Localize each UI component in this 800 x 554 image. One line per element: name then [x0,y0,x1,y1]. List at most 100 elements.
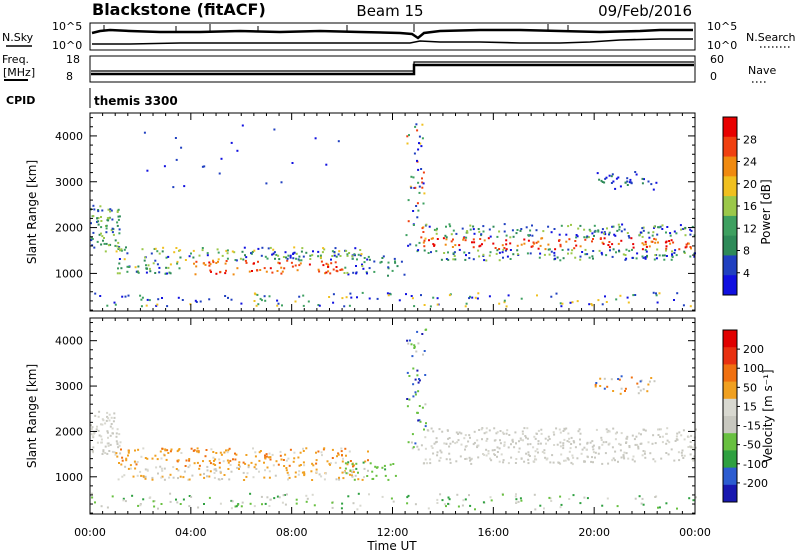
scatter-cell [489,457,492,460]
scatter-cell [136,461,139,463]
scatter-cell [116,272,119,275]
scatter-cell [91,496,94,499]
scatter-cell [614,234,617,237]
scatter-cell [490,459,493,462]
scatter-cell [302,294,305,297]
scatter-cell [684,234,687,237]
scatter-cell [196,461,199,464]
scatter-cell [654,238,657,241]
y-tick-label: 3000 [55,380,83,393]
scatter-cell [111,231,114,234]
scatter-cell [132,475,135,478]
scatter-cell [551,454,554,457]
scatter-cell [457,439,460,442]
scatter-cell [612,248,615,251]
scatter-cell [235,505,238,508]
scatter-cell [412,176,415,179]
scatter-cell [559,431,562,434]
noise-spikes [103,24,569,32]
scatter-cell [496,446,499,449]
scatter-cell [625,452,628,455]
y-tick-label: 1000 [55,267,83,280]
power-colorbar-tick-label: 8 [743,245,750,258]
scatter-cell [577,430,580,433]
scatter-cell [505,243,508,246]
scatter-cell [109,434,112,437]
scatter-cell [689,453,692,456]
scatter-cell [549,497,552,500]
scatter-cell [597,299,600,302]
scatter-cell [550,500,553,502]
scatter-cell [455,232,458,235]
scatter-cell [197,506,200,509]
scatter-cell [265,270,268,273]
scatter-cell [417,342,420,345]
scatter-cell [117,446,120,449]
scatter-cell [482,453,484,455]
scatter-cell [224,272,227,275]
scatter-cell [100,423,102,426]
scatter-cell [464,498,467,501]
scatter-cell [656,248,659,251]
scatter-cell [693,255,696,258]
scatter-cell [430,445,433,448]
scatter-cell [498,251,501,254]
scatter-cell [206,252,209,255]
scatter-cell [565,233,568,236]
scatter-cell [600,179,603,182]
scatter-cell [653,380,656,383]
scatter-cell [114,453,117,456]
scatter-cell [210,448,213,451]
scatter-cell [412,395,415,398]
scatter-cell [190,495,193,498]
scatter-cell [381,466,384,469]
scatter-cell [220,453,223,456]
scatter-cell [611,225,614,228]
scatter-cell [394,260,396,263]
scatter-cell [590,460,593,463]
scatter-cell [405,234,408,237]
scatter-cell [285,256,287,259]
scatter-cell [268,505,271,507]
scatter-cell [526,443,529,446]
scatter-cell [559,243,562,246]
scatter-cell [641,454,644,457]
scatter-cell [601,253,604,256]
scatter-cell [232,273,235,276]
scatter-cell [448,437,451,439]
scatter-cell [294,475,297,478]
scatter-cell [462,236,465,239]
scatter-cell [273,251,276,254]
scatter-cell [277,261,280,264]
scatter-cell [567,252,569,255]
scatter-cell [553,251,556,254]
scatter-cell [306,497,309,500]
scatter-cell [362,461,365,464]
scatter-cell [423,239,426,242]
scatter-cell [438,459,441,462]
scatter-cell [618,378,621,381]
scatter-cell [515,498,518,501]
scatter-cell [153,248,156,250]
scatter-cell [679,224,682,227]
scatter-cell [213,476,216,479]
scatter-cell [639,380,642,383]
scatter-cell [420,145,423,148]
scatter-cell [417,249,420,252]
scatter-cell [483,432,486,435]
scatter-cell [225,249,228,252]
scatter-cell [482,225,485,228]
scatter-cell [170,448,173,451]
scatter-cell [146,468,149,471]
scatter-cell [469,228,472,231]
scatter-cell [217,478,220,481]
scatter-cell [345,249,348,252]
scatter-cell [665,452,668,454]
scatter-cell [422,171,425,174]
scatter-cell [310,470,313,473]
scatter-cell [152,262,155,265]
scatter-cell [527,462,530,465]
scatter-cell [164,448,167,451]
scatter-cell [665,245,668,248]
scatter-cell [351,255,354,258]
